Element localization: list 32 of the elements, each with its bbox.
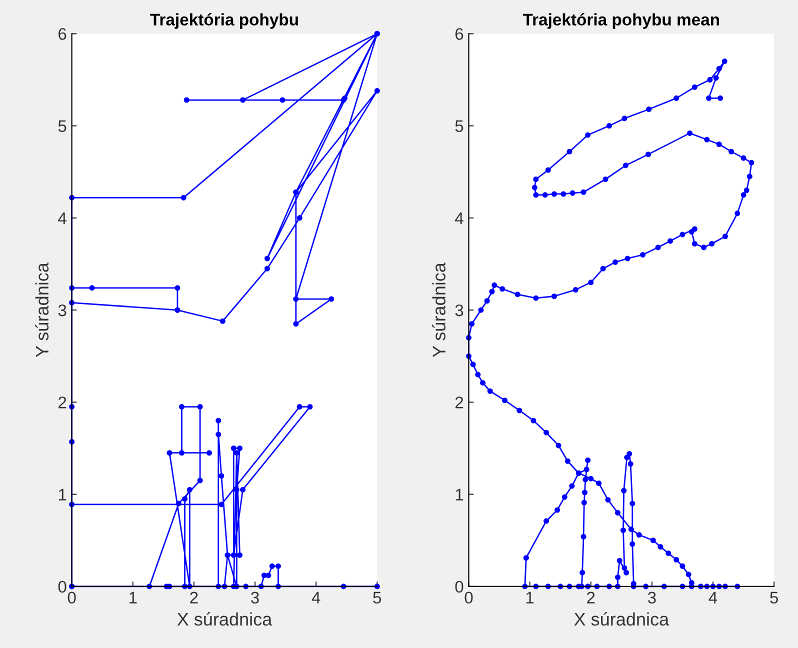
y-tick-label: 1 [58,488,66,500]
y-tick-label: 4 [58,212,66,224]
y-tick-label: 5 [455,120,464,132]
x-tick-label: 2 [190,592,198,604]
x-tick-label: 4 [708,592,718,604]
y-tick-label: 3 [455,304,464,316]
y-tick-label: 1 [456,488,464,500]
chart-title: Trajektória pohybu mean [522,13,720,29]
x-tick-label: 3 [648,592,656,604]
y-tick-label: 2 [58,396,66,408]
y-axis-title: Y súradnica [432,262,446,358]
y-tick-label: 6 [455,28,464,40]
x-tick-label: 2 [587,592,595,604]
x-tick-label: 0 [464,592,473,604]
x-tick-label: 5 [770,592,778,604]
y-tick-label: 0 [455,580,464,593]
chart-title: Trajektória pohybu [150,13,298,29]
y-tick-label: 3 [58,304,66,316]
x-tick-label: 1 [526,592,534,604]
x-tick-label: 3 [251,592,259,604]
y-tick-label: 0 [58,580,66,593]
y-tick-label: 2 [455,396,464,408]
y-axis-title: Y súradnica [35,262,49,358]
x-tick-label: 1 [130,592,137,604]
y-tick-label: 6 [58,28,66,40]
y-tick-label: 4 [454,212,464,224]
x-tick-label: 4 [312,592,320,604]
x-axis-title: X súradnica [574,612,670,626]
x-axis-title: X súradnica [177,612,272,626]
x-tick-label: 0 [68,592,76,604]
y-tick-label: 5 [58,120,66,132]
x-tick-label: 5 [373,592,382,604]
